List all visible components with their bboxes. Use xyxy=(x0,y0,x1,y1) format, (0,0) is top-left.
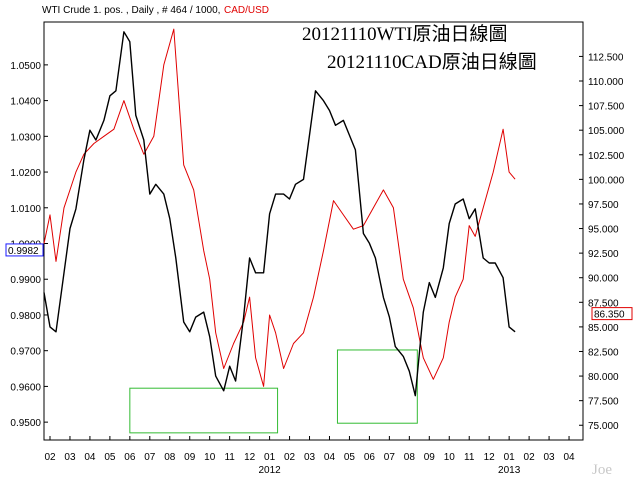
watermark: Joe xyxy=(592,462,612,478)
x-tick-label: 03 xyxy=(304,452,316,463)
series-lines xyxy=(43,28,516,397)
x-tick-label: 04 xyxy=(563,452,575,463)
right-tick-label: 75.000 xyxy=(588,421,619,432)
left-tick-label: 1.0500 xyxy=(10,61,41,72)
left-tick-label: 1.0300 xyxy=(10,132,41,143)
x-tick-label: 11 xyxy=(464,452,475,463)
x-tick-label: 03 xyxy=(544,452,556,463)
x-tick-label: 07 xyxy=(144,452,156,463)
right-tick-label: 77.500 xyxy=(588,397,619,408)
right-tick-label: 107.500 xyxy=(588,102,625,113)
x-tick-label: 02 xyxy=(284,452,296,463)
x-tick-label: 06 xyxy=(364,452,376,463)
right-tick-label: 87.500 xyxy=(588,298,619,309)
right-tick-label: 80.000 xyxy=(588,372,619,383)
x-tick-label: 04 xyxy=(324,452,336,463)
right-tick-label: 105.000 xyxy=(588,126,625,137)
x-tick-label: 07 xyxy=(384,452,396,463)
annotation-wti: 20121110WTI原油日線圖 xyxy=(302,23,507,45)
last-value-markers: 0.9982 86.350 xyxy=(5,243,633,321)
x-tick-label: 04 xyxy=(84,452,96,463)
header-overlay-series: CAD/USD xyxy=(224,5,269,16)
x-tick-label: 10 xyxy=(444,452,456,463)
left-tick-label: 0.9500 xyxy=(10,418,41,429)
left-tick-label: 1.0200 xyxy=(10,168,41,179)
right-tick-label: 92.500 xyxy=(588,249,619,260)
x-tick-label: 08 xyxy=(404,452,416,463)
x-tick-label: 10 xyxy=(204,452,216,463)
right-tick-label: 112.500 xyxy=(588,52,624,63)
right-tick-label: 100.000 xyxy=(588,175,625,186)
x-tick-label: 02 xyxy=(44,452,56,463)
right-tick-label: 90.000 xyxy=(588,274,619,285)
x-tick-label: 12 xyxy=(484,452,496,463)
left-tick-label: 0.9600 xyxy=(10,382,41,393)
x-tick-label: 02 xyxy=(524,452,536,463)
left-last-value-box xyxy=(5,243,44,257)
wti-crude-line xyxy=(43,31,516,397)
right-tick-label: 110.000 xyxy=(588,77,624,88)
right-tick-label: 95.000 xyxy=(588,225,619,236)
year-label: 2013 xyxy=(498,465,521,476)
right-tick-label: 102.500 xyxy=(588,151,625,162)
left-tick-label: 1.0100 xyxy=(10,204,41,215)
right-axis: 75.000 77.500 80.000 82.500 85.000 87.500 90.0… xyxy=(579,52,625,432)
left-tick-label: 0.9900 xyxy=(10,275,41,286)
highlight-box xyxy=(336,349,418,424)
x-tick-label: 06 xyxy=(124,452,136,463)
annotation-cad: 20121110CAD原油日線圖 xyxy=(327,51,537,73)
right-last-value-box xyxy=(591,307,633,321)
right-last-value: 86.350 xyxy=(594,310,625,321)
x-tick-label: 01 xyxy=(504,452,516,463)
x-tick-label: 01 xyxy=(264,452,276,463)
left-last-value: 0.9982 xyxy=(8,246,39,257)
left-tick-label: 0.9800 xyxy=(10,311,41,322)
highlight-boxes xyxy=(129,349,418,434)
x-tick-label: 12 xyxy=(244,452,256,463)
plot-frame xyxy=(43,21,584,441)
x-tick-label: 11 xyxy=(224,452,235,463)
right-tick-label: 82.500 xyxy=(588,347,619,358)
left-tick-label: 0.9700 xyxy=(10,347,41,358)
x-tick-label: 09 xyxy=(184,452,196,463)
highlight-box xyxy=(129,387,279,434)
right-tick-label: 85.000 xyxy=(588,323,619,334)
x-tick-label: 09 xyxy=(424,452,436,463)
year-label: 2012 xyxy=(258,465,281,476)
x-tick-label: 05 xyxy=(344,452,356,463)
right-tick-label: 97.500 xyxy=(588,200,619,211)
header-main-series: WTI Crude 1. pos. , Daily , # 464 / 1000… xyxy=(42,5,220,16)
x-tick-label: 03 xyxy=(64,452,76,463)
x-tick-label: 05 xyxy=(104,452,116,463)
cad-usd-line xyxy=(43,28,516,387)
left-tick-label: 1.0400 xyxy=(10,97,41,108)
x-tick-label: 08 xyxy=(164,452,176,463)
x-axis: 02 03 04 05 06 07 08 09 10 11 12 01 02 03 04 05 06 07 08 09… xyxy=(44,436,575,476)
